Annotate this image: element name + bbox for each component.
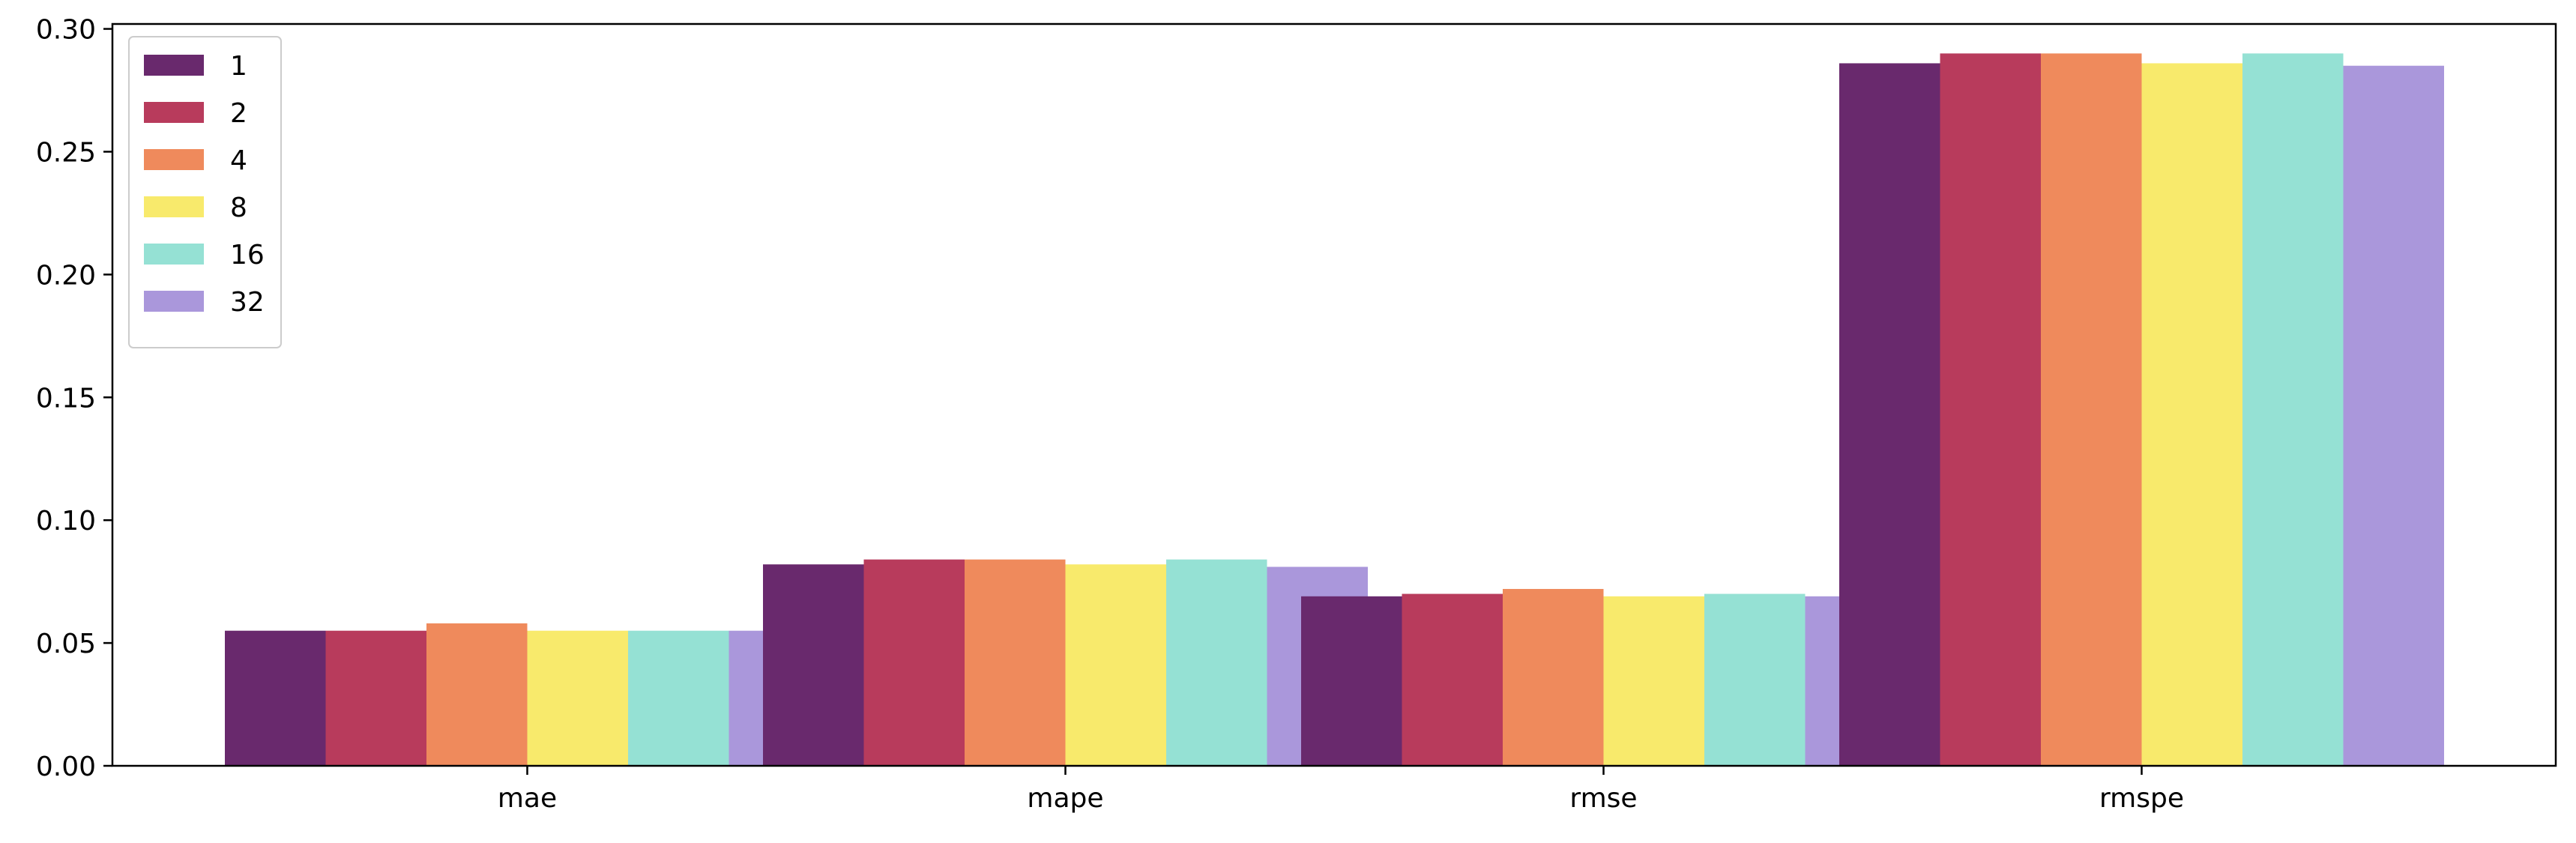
y-tick-label: 0.30 — [36, 15, 96, 46]
legend-label-4: 4 — [230, 145, 247, 176]
bar-mae-16 — [628, 630, 729, 766]
bar-mae-1 — [225, 630, 326, 766]
bar-rmspe-2 — [1940, 53, 2041, 766]
bar-rmse-4 — [1503, 588, 1604, 766]
bar-rmse-2 — [1402, 593, 1503, 766]
y-tick-label: 0.00 — [36, 752, 96, 782]
y-tick-label: 0.25 — [36, 137, 96, 168]
legend-label-32: 32 — [230, 287, 265, 318]
legend-swatch-2 — [144, 102, 204, 123]
bar-mape-4 — [965, 559, 1066, 766]
bar-rmse-16 — [1704, 593, 1806, 766]
legend-label-1: 1 — [230, 51, 247, 82]
legend-swatch-8 — [144, 196, 204, 217]
legend-swatch-32 — [144, 291, 204, 312]
legend-label-2: 2 — [230, 98, 247, 129]
bar-rmspe-4 — [2041, 53, 2142, 766]
y-tick-label: 0.10 — [36, 506, 96, 537]
x-tick-label: mape — [1027, 783, 1103, 814]
bars-layer — [225, 53, 2444, 767]
legend-swatch-16 — [144, 244, 204, 265]
y-tick-label: 0.15 — [36, 383, 96, 414]
y-tick-label: 0.20 — [36, 260, 96, 291]
bar-rmspe-1 — [1839, 63, 1940, 767]
bar-rmse-1 — [1301, 596, 1402, 766]
bar-rmspe-8 — [2141, 63, 2242, 767]
bar-rmse-8 — [1603, 596, 1704, 766]
bar-mae-4 — [426, 623, 528, 766]
bar-mae-2 — [325, 630, 426, 766]
bar-rmspe-32 — [2343, 65, 2444, 767]
legend-swatch-4 — [144, 149, 204, 170]
y-tick-label: 0.05 — [36, 629, 96, 659]
axes-layer: 0.00 0.05 0.10 0.15 0.20 0.25 0.30 mae mape rmse r… — [36, 15, 2557, 814]
x-tick-label: mae — [498, 783, 557, 814]
x-tick-label: rmse — [1569, 783, 1637, 814]
legend-swatch-1 — [144, 55, 204, 76]
bar-mae-8 — [527, 630, 628, 766]
bar-mape-8 — [1065, 564, 1166, 766]
legend-label-16: 16 — [230, 240, 265, 271]
plot-frame — [111, 22, 2557, 767]
x-tick-label: rmspe — [2099, 783, 2184, 814]
bar-mape-16 — [1166, 559, 1267, 766]
bar-mape-1 — [763, 564, 864, 766]
bar-rmspe-16 — [2242, 53, 2344, 766]
legend: 1 2 4 8 16 32 — [128, 36, 282, 348]
bar-mape-2 — [863, 559, 965, 766]
legend-label-8: 8 — [230, 193, 247, 223]
